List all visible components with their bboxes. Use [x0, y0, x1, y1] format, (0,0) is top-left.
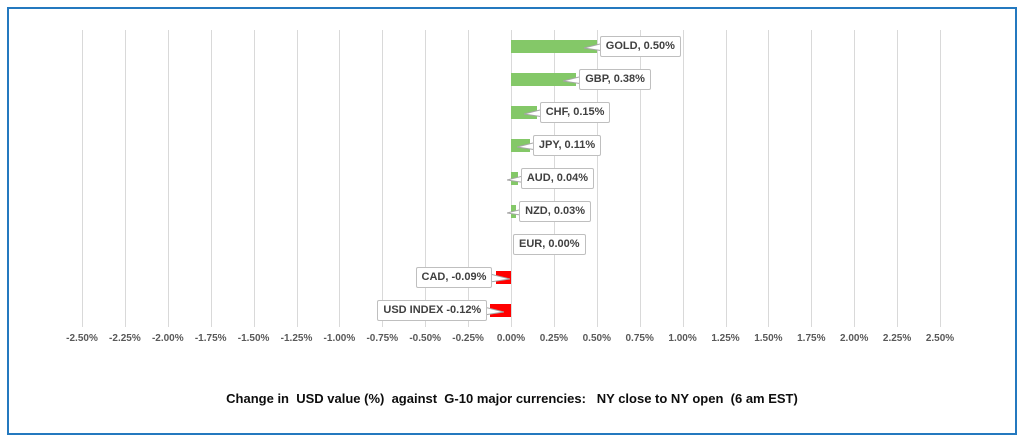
- gridline: [596, 30, 598, 327]
- gridline: [682, 30, 684, 327]
- x-tick-label: -2.50%: [66, 333, 98, 344]
- x-tick-label: 2.00%: [840, 333, 869, 344]
- x-tick-label: -1.00%: [323, 333, 356, 344]
- x-tick-label: -2.25%: [109, 333, 141, 344]
- gridline: [339, 30, 341, 327]
- bar-chf: [511, 106, 537, 119]
- data-label-usd-index: USD INDEX -0.12%: [377, 299, 488, 321]
- data-label-chf: CHF, 0.15%: [539, 101, 611, 123]
- data-label-aud: AUD, 0.04%: [520, 167, 594, 189]
- data-label-gbp: GBP, 0.38%: [579, 68, 651, 90]
- gridline: [811, 30, 813, 327]
- gridline: [82, 30, 83, 327]
- x-tick-label: -2.00%: [151, 333, 184, 344]
- x-tick-label: -0.25%: [452, 333, 484, 344]
- x-tick-label: 1.50%: [754, 333, 783, 344]
- chart-title: Change in USD value (%) against G-10 maj…: [226, 391, 798, 406]
- bar-gbp: [511, 73, 577, 86]
- x-tick-label: 1.00%: [668, 333, 697, 344]
- gridline: [124, 30, 126, 327]
- data-label-jpy: JPY, 0.11%: [532, 134, 602, 156]
- gridline: [425, 30, 427, 327]
- x-axis: -2.50% -2.25% -2.00% -1.75% -1.50% -1.25% -1.0…: [0, 333, 1024, 349]
- x-tick-label: -0.50%: [409, 333, 442, 344]
- x-tick-label: 1.75%: [797, 333, 826, 344]
- gridline: [940, 30, 941, 327]
- gridline: [468, 30, 470, 327]
- data-label-nzd: NZD, 0.03%: [519, 200, 592, 222]
- gridline: [639, 30, 641, 327]
- gridline: [854, 30, 856, 327]
- gridline: [253, 30, 255, 327]
- x-tick-label: 0.75%: [625, 333, 654, 344]
- x-tick-label: -0.75%: [366, 333, 399, 344]
- gridline: [768, 30, 770, 327]
- x-tick-label: -1.50%: [237, 333, 270, 344]
- callout-pointer-icon: [483, 304, 505, 318]
- x-tick-label: 1.25%: [711, 333, 740, 344]
- bar-gold: [511, 40, 597, 53]
- x-tick-label: 0.50%: [582, 333, 611, 344]
- x-tick-label: 2.50%: [925, 333, 955, 344]
- x-tick-label: 0.25%: [539, 333, 569, 344]
- gridline: [897, 30, 899, 327]
- x-tick-label: -1.25%: [280, 333, 313, 344]
- x-tick-label: 2.25%: [882, 333, 912, 344]
- x-tick-label: 0.00%: [496, 333, 526, 344]
- plot-area: GOLD, 0.50% GBP, 0.38% CHF, 0.15% JPY, 0.11…: [82, 30, 941, 327]
- gridline: [296, 30, 298, 327]
- gridline: [725, 30, 727, 327]
- data-label-eur: EUR, 0.00%: [513, 233, 586, 255]
- data-label-gold: GOLD, 0.50%: [599, 35, 681, 57]
- data-label-cad: CAD, -0.09%: [415, 266, 493, 288]
- gridline: [210, 30, 212, 327]
- x-tick-label: -1.75%: [194, 333, 227, 344]
- gridline: [382, 30, 384, 327]
- gridline: [167, 30, 169, 327]
- callout-pointer-icon: [489, 271, 510, 285]
